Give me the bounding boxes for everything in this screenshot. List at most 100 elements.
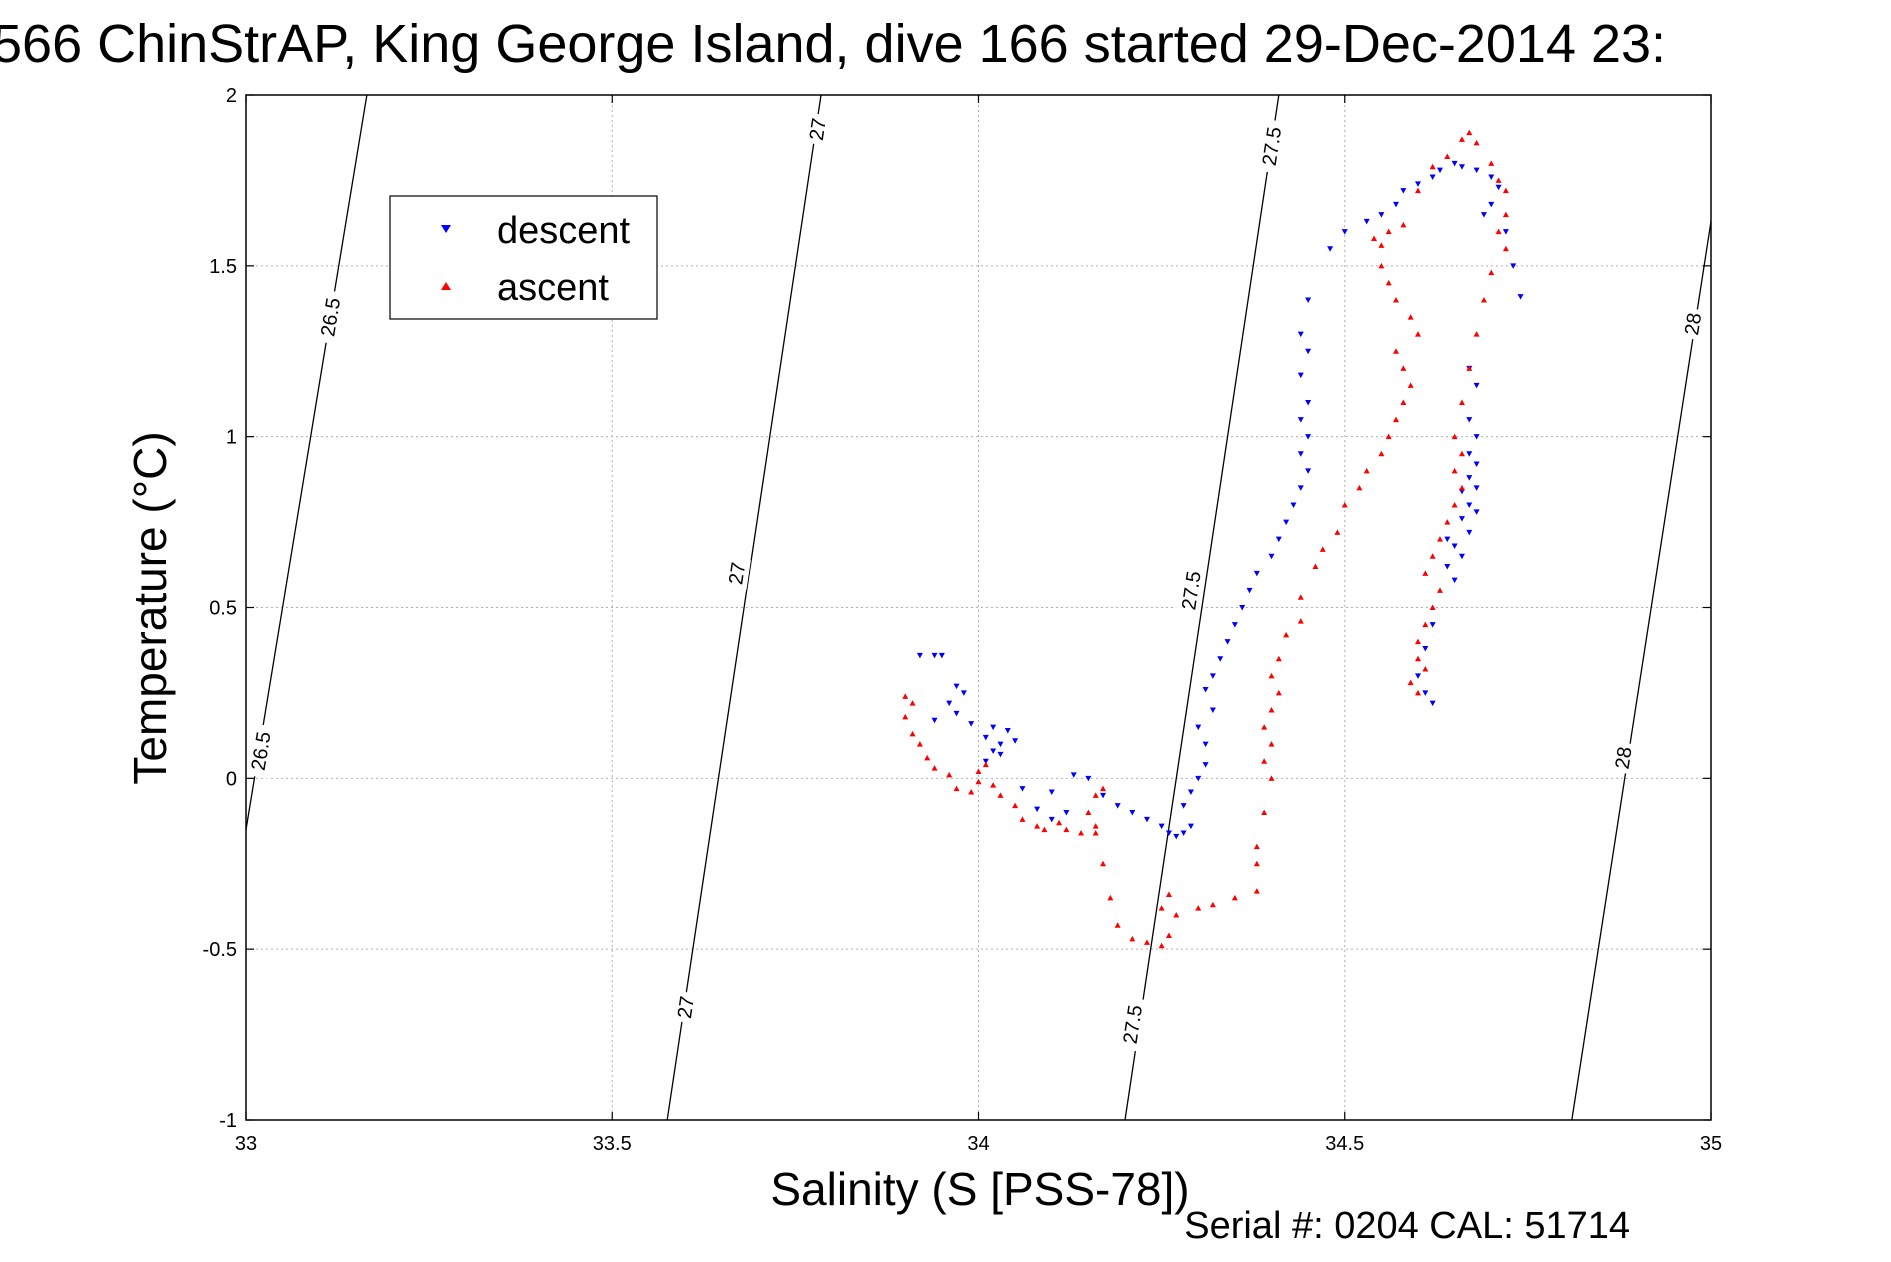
ascent-point	[1092, 830, 1099, 836]
ascent-point	[1429, 163, 1436, 170]
contour-line	[245, 94, 368, 830]
descent-point	[1473, 461, 1480, 467]
ascent-point	[1283, 631, 1290, 638]
descent-point	[1202, 762, 1209, 768]
ascent-point	[1056, 819, 1063, 826]
descent-point	[1466, 529, 1473, 536]
descent-point	[1209, 673, 1216, 679]
descent-point	[1070, 772, 1077, 778]
ascent-point	[1495, 228, 1502, 235]
contour-label-text: 27.5	[1178, 570, 1206, 612]
contour-line	[666, 94, 822, 1121]
ascent-point	[1400, 399, 1407, 405]
descent-point	[1100, 792, 1107, 799]
ascent-point	[1488, 160, 1495, 166]
ascent-point	[1393, 348, 1400, 354]
ascent-point	[975, 778, 982, 785]
ascent-point	[1341, 502, 1348, 508]
ascent-point	[1231, 894, 1238, 901]
chart-title: 566 ChinStrAP, King George Island, dive …	[0, 14, 1666, 74]
contour-label: 27.5	[1116, 996, 1149, 1052]
descent-point	[1473, 434, 1480, 440]
descent-point	[1451, 160, 1458, 167]
contour-label-bg	[1175, 562, 1207, 618]
contour-label: 26.5	[314, 289, 347, 345]
ascent-point	[902, 693, 909, 699]
ascent-point	[1261, 809, 1268, 815]
contour-label-text: 28	[1681, 311, 1706, 336]
legend: descent ascent	[389, 195, 658, 320]
ascent-point	[1466, 129, 1473, 136]
ascent-point	[1385, 433, 1392, 440]
contour-label-bg	[1608, 741, 1638, 775]
ascent-point	[1495, 177, 1502, 183]
descent-point	[1085, 775, 1092, 782]
ascent-point	[1012, 802, 1019, 809]
descent-point	[1429, 622, 1436, 628]
descent-point	[1283, 519, 1290, 526]
ascent-point	[1429, 553, 1436, 559]
legend-ascent-label: ascent	[497, 267, 609, 309]
legend-descent-label: descent	[497, 210, 631, 252]
ascent-point	[1100, 785, 1107, 792]
ascent-point	[1378, 450, 1385, 457]
ascent-point	[1319, 546, 1326, 552]
ascent-point	[1451, 467, 1458, 474]
descent-point	[1473, 382, 1480, 389]
descent-point	[1458, 516, 1465, 522]
descent-point	[1129, 810, 1136, 816]
ascent-point	[1034, 823, 1041, 829]
descent-point	[1012, 738, 1019, 744]
ascent-point	[975, 768, 982, 774]
ascent-point	[1041, 826, 1048, 833]
ascent-point	[909, 700, 916, 706]
contour-label-bg	[722, 556, 751, 590]
ascent-point	[931, 765, 938, 771]
descent-point	[1165, 830, 1172, 836]
descent-point	[1305, 400, 1312, 406]
contour-label-bg	[671, 990, 700, 1024]
ascent-point	[1019, 816, 1026, 822]
ascent-point	[1165, 932, 1172, 938]
ascent-point	[1085, 809, 1092, 815]
descent-point	[1415, 673, 1421, 679]
ascent-point	[1100, 860, 1107, 867]
descent-point	[1488, 174, 1495, 180]
contour-line	[1571, 221, 1712, 1121]
descent-point	[1458, 553, 1465, 560]
descent-point	[1378, 212, 1385, 218]
descent-point	[1422, 646, 1429, 652]
ascent-point	[1422, 666, 1429, 672]
ascent-point	[1400, 221, 1407, 228]
ascent-point	[1488, 269, 1495, 276]
ascent-point	[1253, 843, 1260, 850]
ascent-point	[1422, 621, 1429, 628]
ascent-point	[1378, 262, 1385, 269]
ascent-point	[1092, 823, 1099, 829]
y-tick-label: 0.5	[209, 598, 237, 620]
ascent-point	[1451, 433, 1458, 440]
descent-point	[1202, 741, 1209, 748]
contour-label: 26.5	[244, 723, 277, 779]
ascent-point	[1415, 655, 1421, 662]
contour-label-text: 27.5	[1259, 126, 1287, 168]
descent-point	[916, 652, 923, 659]
descent-point	[1451, 543, 1458, 549]
contour-label-bg	[1255, 118, 1288, 174]
descent-point	[982, 734, 989, 741]
contour-label-bg	[1116, 996, 1149, 1052]
ascent-point	[1436, 536, 1443, 542]
y-tick-label: 1	[226, 427, 237, 449]
x-tick-label: 34	[967, 1133, 989, 1155]
descent-point	[1517, 294, 1524, 300]
descent-point	[1305, 434, 1312, 440]
descent-point	[1180, 830, 1187, 836]
ascent-point	[1129, 935, 1136, 942]
descent-point	[997, 751, 1004, 758]
ascent-point	[1480, 297, 1487, 303]
descent-point	[1466, 475, 1473, 481]
ascent-point	[924, 754, 931, 761]
descent-point	[1444, 536, 1451, 543]
descent-point	[1341, 229, 1348, 235]
descent-point	[1158, 823, 1165, 830]
